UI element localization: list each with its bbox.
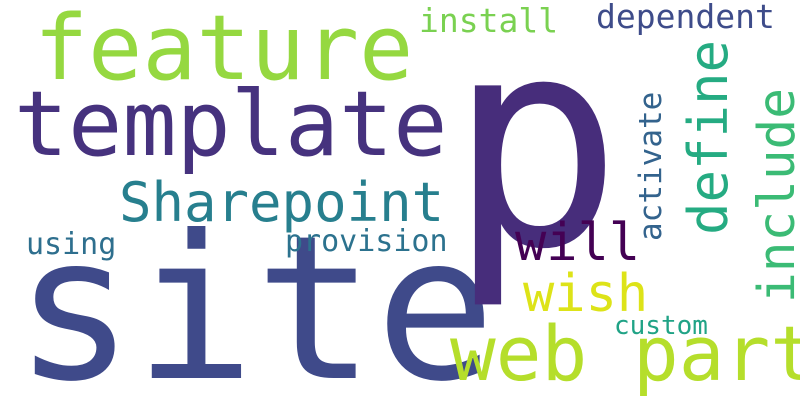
word-dependent: dependent (596, 0, 775, 36)
word-feature: feature (34, 0, 414, 101)
word-custom: custom (614, 311, 708, 341)
word-web-part: web part (450, 309, 800, 398)
word-using: using (26, 227, 117, 262)
word-include: include (748, 88, 800, 303)
word-provision: provision (285, 224, 448, 259)
word-define: define (677, 39, 740, 235)
word-activate: activate (633, 91, 669, 241)
word-template: template (14, 72, 448, 177)
word-p: p (448, 0, 623, 313)
word-install: install (419, 1, 559, 40)
word-site: site (14, 193, 496, 400)
word-sharepoint: Sharepoint (119, 171, 445, 234)
word-wish: wish (523, 264, 649, 324)
word-will: will (515, 213, 641, 273)
